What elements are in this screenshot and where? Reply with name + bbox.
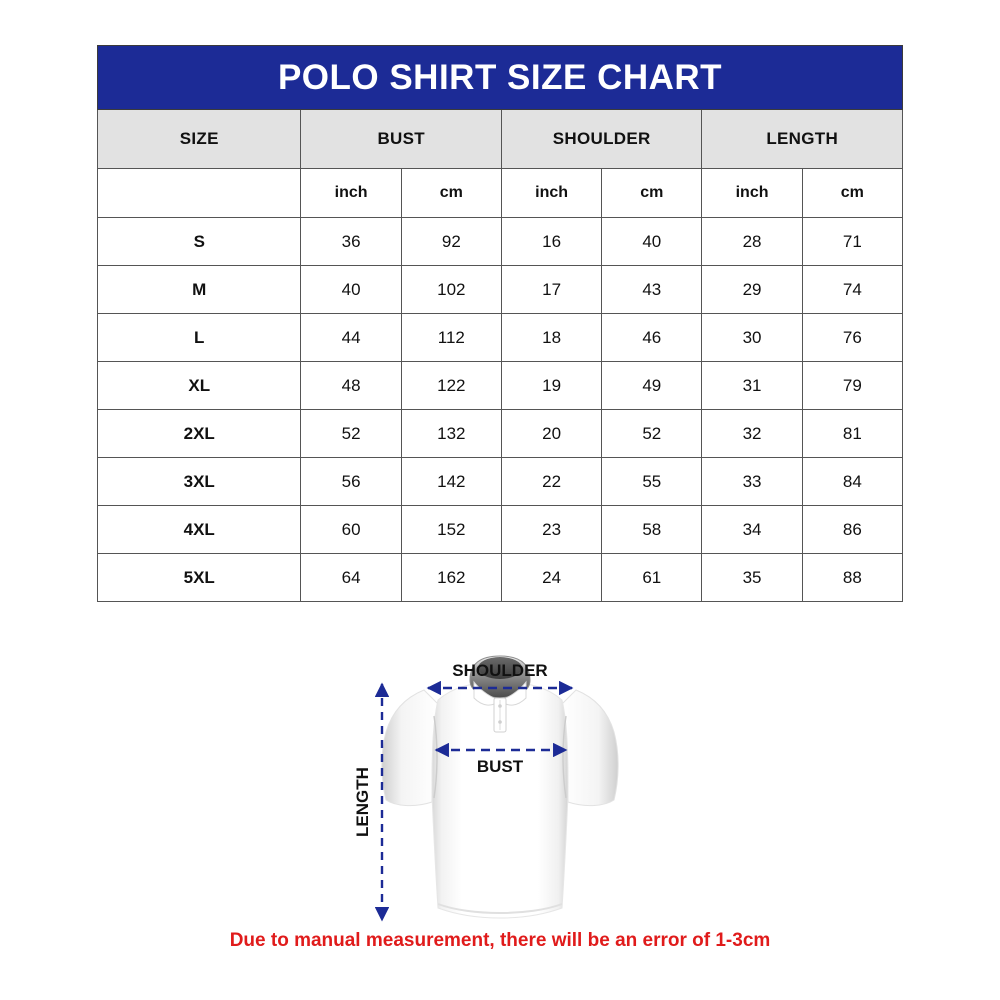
length-label: LENGTH	[353, 767, 372, 837]
cell-shoulder-cm: 40	[601, 217, 703, 266]
cell-length-inch: 32	[701, 409, 803, 458]
cell-length-inch: 35	[701, 553, 803, 602]
cell-shoulder-cm: 46	[601, 313, 703, 362]
cell-bust-inch: 36	[300, 217, 402, 266]
cell-size: L	[96, 313, 302, 362]
table-row: 2XL 52 132 20 52 32 81	[96, 409, 904, 458]
cell-size: 4XL	[96, 505, 302, 554]
cell-bust-inch: 48	[300, 361, 402, 410]
cell-bust-cm: 92	[400, 217, 502, 266]
cell-shoulder-inch: 16	[500, 217, 603, 266]
cell-size: 2XL	[96, 409, 302, 458]
cell-shoulder-cm: 61	[601, 553, 703, 602]
cell-bust-cm: 122	[400, 361, 502, 410]
table-row: S 36 92 16 40 28 71	[96, 217, 904, 266]
cell-shoulder-cm: 49	[601, 361, 703, 410]
table-group-header-row: SIZE BUST SHOULDER LENGTH	[96, 109, 903, 169]
shoulder-label: SHOULDER	[452, 661, 547, 680]
cell-length-inch: 30	[701, 313, 803, 362]
unit-cell-blank	[96, 168, 302, 218]
unit-cell-length-inch: inch	[701, 168, 803, 218]
column-header-length: LENGTH	[701, 109, 903, 169]
column-header-size: SIZE	[96, 109, 302, 169]
cell-shoulder-inch: 24	[500, 553, 603, 602]
cell-shoulder-cm: 52	[601, 409, 703, 458]
cell-bust-inch: 64	[300, 553, 402, 602]
unit-cell-bust-inch: inch	[300, 168, 402, 218]
size-chart-table: POLO SHIRT SIZE CHART SIZE BUST SHOULDER…	[96, 45, 904, 602]
cell-bust-cm: 162	[400, 553, 502, 602]
table-row: 3XL 56 142 22 55 33 84	[96, 457, 904, 506]
cell-length-cm: 76	[801, 313, 904, 362]
unit-cell-bust-cm: cm	[400, 168, 502, 218]
cell-shoulder-cm: 55	[601, 457, 703, 506]
unit-cell-length-cm: cm	[801, 168, 904, 218]
cell-shoulder-inch: 17	[500, 265, 603, 314]
cell-shoulder-inch: 19	[500, 361, 603, 410]
cell-length-inch: 34	[701, 505, 803, 554]
table-unit-row: inch cm inch cm inch cm	[96, 168, 904, 218]
cell-size: 5XL	[96, 553, 302, 602]
table-title-row: POLO SHIRT SIZE CHART	[97, 45, 903, 110]
cell-bust-cm: 102	[400, 265, 502, 314]
page-title: POLO SHIRT SIZE CHART	[97, 45, 903, 110]
cell-bust-inch: 52	[300, 409, 402, 458]
cell-length-cm: 74	[801, 265, 904, 314]
measurement-diagram: SHOULDER BUST LENGTH	[0, 620, 1000, 940]
table-row: L 44 112 18 46 30 76	[96, 313, 904, 362]
cell-length-cm: 84	[801, 457, 904, 506]
cell-shoulder-cm: 58	[601, 505, 703, 554]
table-row: 5XL 64 162 24 61 35 88	[96, 553, 904, 602]
measurement-disclaimer: Due to manual measurement, there will be…	[229, 930, 771, 951]
column-header-bust: BUST	[300, 109, 502, 169]
cell-length-cm: 79	[801, 361, 904, 410]
unit-cell-shoulder-cm: cm	[601, 168, 703, 218]
table-row: 4XL 60 152 23 58 34 86	[96, 505, 904, 554]
cell-size: M	[96, 265, 302, 314]
cell-shoulder-inch: 22	[500, 457, 603, 506]
cell-length-inch: 31	[701, 361, 803, 410]
cell-bust-cm: 142	[400, 457, 502, 506]
cell-length-cm: 86	[801, 505, 904, 554]
cell-length-cm: 71	[801, 217, 904, 266]
cell-bust-inch: 44	[300, 313, 402, 362]
cell-shoulder-inch: 23	[500, 505, 603, 554]
bust-label: BUST	[477, 757, 524, 776]
cell-bust-inch: 40	[300, 265, 402, 314]
cell-size: 3XL	[96, 457, 302, 506]
cell-shoulder-inch: 20	[500, 409, 603, 458]
cell-bust-inch: 56	[300, 457, 402, 506]
cell-length-inch: 33	[701, 457, 803, 506]
polo-shirt-illustration	[381, 655, 619, 919]
cell-size: XL	[96, 361, 302, 410]
column-header-shoulder: SHOULDER	[500, 109, 703, 169]
unit-cell-shoulder-inch: inch	[500, 168, 603, 218]
cell-length-cm: 88	[801, 553, 904, 602]
cell-length-inch: 28	[701, 217, 803, 266]
cell-size: S	[96, 217, 302, 266]
table-row: M 40 102 17 43 29 74	[96, 265, 904, 314]
cell-bust-cm: 152	[400, 505, 502, 554]
cell-bust-cm: 132	[400, 409, 502, 458]
cell-shoulder-inch: 18	[500, 313, 603, 362]
table-row: XL 48 122 19 49 31 79	[96, 361, 904, 410]
cell-bust-cm: 112	[400, 313, 502, 362]
cell-bust-inch: 60	[300, 505, 402, 554]
cell-length-cm: 81	[801, 409, 904, 458]
cell-length-inch: 29	[701, 265, 803, 314]
cell-shoulder-cm: 43	[601, 265, 703, 314]
